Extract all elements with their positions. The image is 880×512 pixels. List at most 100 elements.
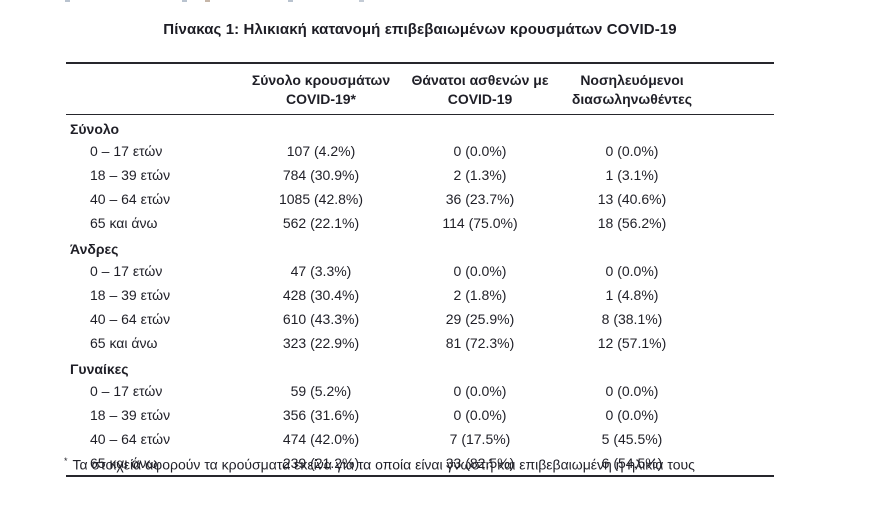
- column-header-line: Σύνολο κρουσμάτων: [251, 72, 391, 88]
- value-cell: 2 (1.8%): [453, 287, 507, 303]
- value-cell: 59 (5.2%): [290, 383, 352, 399]
- value-cell: 107 (4.2%): [286, 143, 356, 159]
- table-row: 0 – 17 ετών 59 (5.2%) 0 (0.0%) 0 (0.0%): [66, 379, 774, 403]
- value-cell: 323 (22.9%): [282, 335, 360, 351]
- value-cell: 610 (43.3%): [282, 311, 360, 327]
- column-header-line: COVID-19*: [285, 91, 357, 107]
- column-header-deaths: Θάνατοι ασθενών με COVID-19: [401, 63, 559, 115]
- value-cell: 29 (25.9%): [445, 311, 515, 327]
- section-header-row: Άνδρες: [66, 235, 774, 259]
- age-group-label: 18 – 39 ετών: [90, 407, 171, 423]
- table-row: 40 – 64 ετών 1085 (42.8%) 36 (23.7%) 13 (40…: [66, 187, 774, 211]
- value-cell: 18 (56.2%): [597, 215, 667, 231]
- value-cell: 239 (21.2%): [282, 455, 360, 471]
- value-cell: 36 (23.7%): [445, 191, 515, 207]
- value-cell: 33 (82.5%): [445, 455, 515, 471]
- age-group-label: 18 – 39 ετών: [90, 167, 171, 183]
- clipped-text-fragment: [359, 0, 364, 2]
- section-label: Γυναίκες: [70, 361, 129, 377]
- value-cell: 784 (30.9%): [282, 167, 360, 183]
- value-cell: 1 (3.1%): [605, 167, 659, 183]
- filler-cell: [705, 331, 774, 355]
- section-label: Άνδρες: [70, 241, 119, 257]
- section-label: Σύνολο: [70, 121, 120, 137]
- table-row: 65 και άνω 562 (22.1%) 114 (75.0%) 18 (56.2…: [66, 211, 774, 235]
- value-cell: 47 (3.3%): [290, 263, 352, 279]
- value-cell: 114 (75.0%): [442, 215, 518, 231]
- table-row: 40 – 64 ετών 474 (42.0%) 7 (17.5%) 5 (45.5%…: [66, 427, 774, 451]
- clipped-text-fragment: [205, 0, 210, 2]
- table-row: 65 και άνω 323 (22.9%) 81 (72.3%) 12 (57.1%…: [66, 331, 774, 355]
- age-group-label: 0 – 17 ετών: [90, 263, 163, 279]
- value-cell: 0 (0.0%): [453, 263, 507, 279]
- value-cell: 428 (30.4%): [282, 287, 360, 303]
- value-cell: 0 (0.0%): [453, 143, 507, 159]
- value-cell: 13 (40.6%): [597, 191, 667, 207]
- section-header-row: Γυναίκες: [66, 355, 774, 379]
- table-row: 18 – 39 ετών 356 (31.6%) 0 (0.0%) 0 (0.0%): [66, 403, 774, 427]
- value-cell: 0 (0.0%): [605, 383, 659, 399]
- section-header-row: Σύνολο: [66, 115, 774, 140]
- age-group-label: 40 – 64 ετών: [90, 431, 171, 447]
- table-header: Σύνολο κρουσμάτων COVID-19* Θάνατοι ασθε…: [66, 63, 774, 115]
- filler-cell: [705, 187, 774, 211]
- filler-cell: [705, 139, 774, 163]
- filler-cell: [705, 403, 774, 427]
- table-body: Σύνολο 0 – 17 ετών 107 (4.2%) 0 (0.0%) 0 (0.…: [66, 115, 774, 477]
- value-cell: 0 (0.0%): [605, 143, 659, 159]
- value-cell: 1085 (42.8%): [278, 191, 364, 207]
- table-row: 0 – 17 ετών 107 (4.2%) 0 (0.0%) 0 (0.0%): [66, 139, 774, 163]
- value-cell: 7 (17.5%): [449, 431, 511, 447]
- age-group-label: 65 και άνω: [90, 335, 158, 351]
- filler-cell: [705, 211, 774, 235]
- column-header-line: COVID-19: [447, 91, 513, 107]
- table-row: 18 – 39 ετών 428 (30.4%) 2 (1.8%) 1 (4.8%): [66, 283, 774, 307]
- value-cell: 0 (0.0%): [453, 407, 507, 423]
- age-group-label: 0 – 17 ετών: [90, 143, 163, 159]
- filler-cell: [705, 283, 774, 307]
- filler-cell: [705, 307, 774, 331]
- value-cell: 2 (1.3%): [453, 167, 507, 183]
- clipped-text-fragment: [182, 0, 187, 2]
- value-cell: 474 (42.0%): [282, 431, 360, 447]
- age-group-label: 65 και άνω: [90, 215, 158, 231]
- table-row: 0 – 17 ετών 47 (3.3%) 0 (0.0%) 0 (0.0%): [66, 259, 774, 283]
- table-row: 40 – 64 ετών 610 (43.3%) 29 (25.9%) 8 (38.1…: [66, 307, 774, 331]
- age-group-label: 0 – 17 ετών: [90, 383, 163, 399]
- value-cell: 0 (0.0%): [453, 383, 507, 399]
- footnote-asterisk: *: [64, 456, 68, 466]
- value-cell: 81 (72.3%): [445, 335, 515, 351]
- age-group-label: 40 – 64 ετών: [90, 311, 171, 327]
- column-header-total-cases: Σύνολο κρουσμάτων COVID-19*: [241, 63, 401, 115]
- filler-cell: [705, 163, 774, 187]
- age-group-label: 40 – 64 ετών: [90, 191, 171, 207]
- value-cell: 6 (54.5%): [601, 455, 663, 471]
- column-header-empty: [66, 63, 241, 115]
- table-row: 18 – 39 ετών 784 (30.9%) 2 (1.3%) 1 (3.1%): [66, 163, 774, 187]
- column-header-line: διασωληνωθέντες: [571, 91, 693, 107]
- table-footnote: * Τα στοιχεία αφορούν τα κρούσματα εκείνα…: [64, 456, 844, 473]
- clipped-text-fragment: [65, 0, 70, 2]
- covid-age-distribution-table: Σύνολο κρουσμάτων COVID-19* Θάνατοι ασθε…: [66, 62, 774, 477]
- clipped-text-fragment: [288, 0, 293, 2]
- filler-cell: [705, 427, 774, 451]
- filler-cell: [705, 379, 774, 403]
- age-group-label: 65 και άνω: [90, 455, 158, 471]
- table-title: Πίνακας 1: Ηλικιακή κατανομή επιβεβαιωμέ…: [163, 21, 677, 38]
- footnote-text: Τα στοιχεία αφορούν τα κρούσματα εκείνα …: [72, 456, 695, 473]
- column-header-filler: [705, 63, 774, 115]
- value-cell: 0 (0.0%): [605, 263, 659, 279]
- table-row: 65 και άνω 239 (21.2%) 33 (82.5%) 6 (54.5%): [66, 451, 774, 476]
- value-cell: 0 (0.0%): [605, 407, 659, 423]
- column-header-line: Θάνατοι ασθενών με: [411, 72, 549, 88]
- value-cell: 12 (57.1%): [597, 335, 667, 351]
- header-row: Σύνολο κρουσμάτων COVID-19* Θάνατοι ασθε…: [66, 63, 774, 115]
- value-cell: 356 (31.6%): [282, 407, 360, 423]
- value-cell: 562 (22.1%): [282, 215, 360, 231]
- value-cell: 1 (4.8%): [605, 287, 659, 303]
- column-header-intubated: Νοσηλευόμενοι διασωληνωθέντες: [559, 63, 705, 115]
- column-header-line: Νοσηλευόμενοι: [580, 72, 684, 88]
- value-cell: 8 (38.1%): [601, 311, 663, 327]
- filler-cell: [705, 259, 774, 283]
